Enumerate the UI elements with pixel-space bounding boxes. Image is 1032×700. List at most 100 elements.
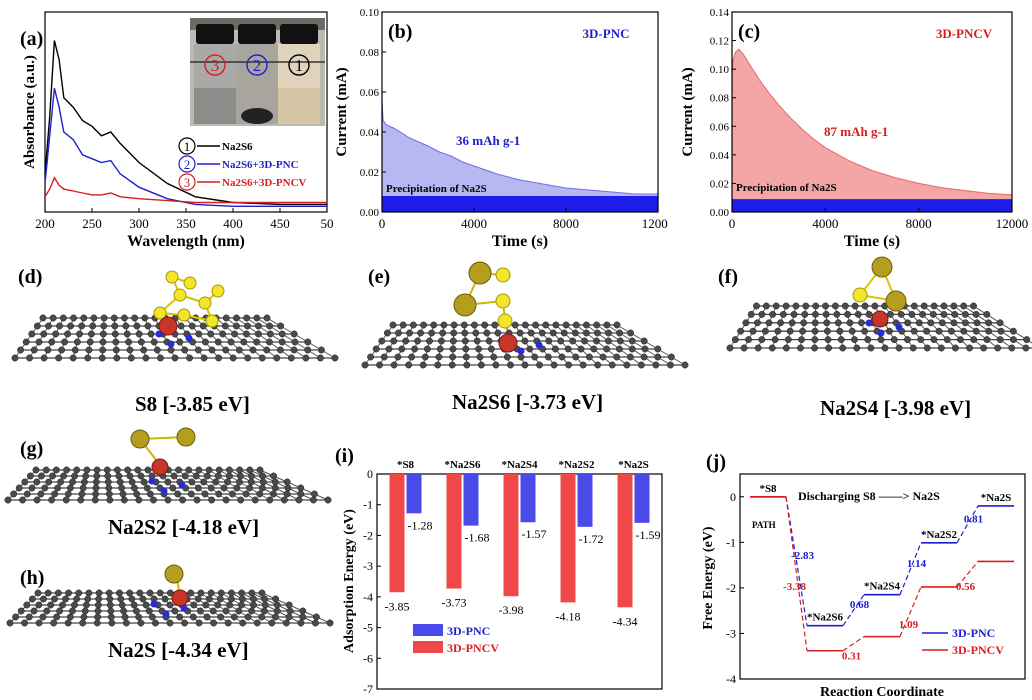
graphene-atom: [593, 337, 600, 345]
graphene-atom: [972, 327, 980, 335]
chart-j-step-label: 0.68: [850, 599, 870, 611]
graphene-atom: [142, 601, 150, 609]
graphene-atom: [544, 353, 552, 361]
graphene-atom: [765, 319, 773, 327]
graphene-atom: [80, 613, 88, 621]
graphene-atom: [291, 338, 299, 346]
graphene-atom: [302, 354, 310, 362]
graphene-atom: [726, 344, 734, 352]
graphene-atom: [145, 607, 153, 615]
graphene-atom: [745, 336, 752, 344]
graphene-atom: [135, 613, 143, 621]
graphene-atom: [52, 466, 60, 474]
graphene-atom: [169, 484, 177, 492]
chart-i-frame: [376, 473, 663, 690]
graphene-atom: [83, 466, 91, 474]
graphene-atom: [91, 496, 99, 504]
chart-i-value-pnc: -1.59: [636, 528, 661, 542]
caption-h: Na2S [-4.34 eV]: [108, 638, 249, 662]
graphene-atom: [64, 619, 72, 627]
graphene-atom: [253, 338, 261, 346]
chart-j-title: Discharging S8 ——> Na2S: [798, 489, 940, 503]
graphene-atom: [146, 589, 154, 597]
graphene-atom: [1008, 344, 1016, 352]
graphene-atom: [140, 478, 148, 486]
graphene-atom: [205, 595, 213, 603]
y-tick-label: 0.00: [360, 207, 380, 219]
graphene-atom: [867, 344, 875, 352]
graphene-atom: [108, 619, 116, 627]
graphene-atom: [79, 484, 87, 492]
graphene-atom: [284, 484, 292, 492]
graphene-atom: [143, 484, 151, 492]
graphene-atom: [156, 589, 164, 597]
graphene-atom: [585, 353, 593, 361]
graphene-atom: [740, 344, 748, 352]
graphene-atom: [297, 484, 305, 492]
graphene-atom: [261, 601, 269, 609]
x-tick-label: 8000: [906, 216, 932, 231]
graphene-atom: [67, 322, 75, 330]
graphene-atom: [71, 346, 79, 354]
graphene-atom: [940, 310, 948, 318]
graphene-atom: [236, 472, 244, 480]
graphene-atom: [26, 354, 33, 362]
y-tick-label: 0.04: [360, 127, 380, 139]
graphene-atom: [62, 496, 70, 504]
legend-i-pncv: 3D-PNCV: [447, 641, 499, 655]
graphene-atom: [851, 336, 858, 344]
graphene-atom: [572, 353, 580, 361]
chart-j-connector: [842, 594, 865, 627]
graphene-atom: [1009, 327, 1017, 335]
graphene-atom: [930, 302, 938, 310]
graphene-atom: [148, 613, 156, 621]
graphene-atom: [207, 589, 215, 597]
graphene-atom: [76, 330, 83, 338]
chart-i-category-label: *S8: [397, 459, 415, 471]
graphene-atom: [94, 613, 102, 621]
nitrogen-atom: [148, 477, 156, 485]
graphene-atom: [285, 601, 293, 609]
graphene-atom: [950, 302, 958, 310]
nitrogen-atom: [167, 340, 175, 348]
graphene-atom: [79, 619, 87, 627]
graphene-atom: [233, 484, 241, 492]
graphene-atom: [947, 327, 955, 335]
graphene-atom: [166, 601, 174, 609]
graphene-atom: [799, 327, 807, 335]
graphene-atom: [331, 354, 339, 362]
graphene-atom: [203, 613, 211, 621]
graphene-atom: [153, 346, 161, 354]
graphene-atom: [63, 466, 70, 474]
graphene-atom: [56, 322, 63, 330]
chart-i-bar-pncv: [560, 474, 576, 603]
graphene-atom: [399, 321, 407, 329]
caption-d: S8 [-3.85 eV]: [135, 392, 250, 416]
graphene-atom: [41, 484, 49, 492]
graphene-atom: [6, 619, 14, 627]
chart-i-bar-pnc: [634, 474, 650, 523]
graphene-atom: [605, 329, 612, 337]
legend-j-pnc: 3D-PNC: [952, 626, 995, 640]
graphene-atom: [216, 595, 224, 603]
graphene-atom: [426, 337, 433, 345]
graphene-atom: [227, 338, 235, 346]
y-tick-label: 0.10: [710, 64, 730, 76]
graphene-atom: [35, 619, 43, 627]
chart-i-category-label: *Na2S6: [444, 459, 481, 471]
chart-c-ylabel: Current (mA): [680, 67, 696, 156]
graphene-atom: [207, 484, 215, 492]
graphene-atom: [195, 619, 203, 627]
graphene-atom: [193, 496, 201, 504]
chart-a-xlabel: Wavelength (nm): [127, 233, 245, 250]
chart-a-legend-circle: [178, 173, 196, 191]
graphene-atom: [84, 354, 92, 362]
graphene-atom: [582, 329, 590, 337]
graphene-atom: [215, 466, 223, 474]
graphene-atom: [558, 353, 566, 361]
graphene-atom: [786, 327, 794, 335]
graphene-atom: [132, 607, 140, 615]
graphene-atom: [94, 601, 102, 609]
graphene-atom: [980, 344, 988, 352]
graphene-atom: [150, 496, 157, 504]
